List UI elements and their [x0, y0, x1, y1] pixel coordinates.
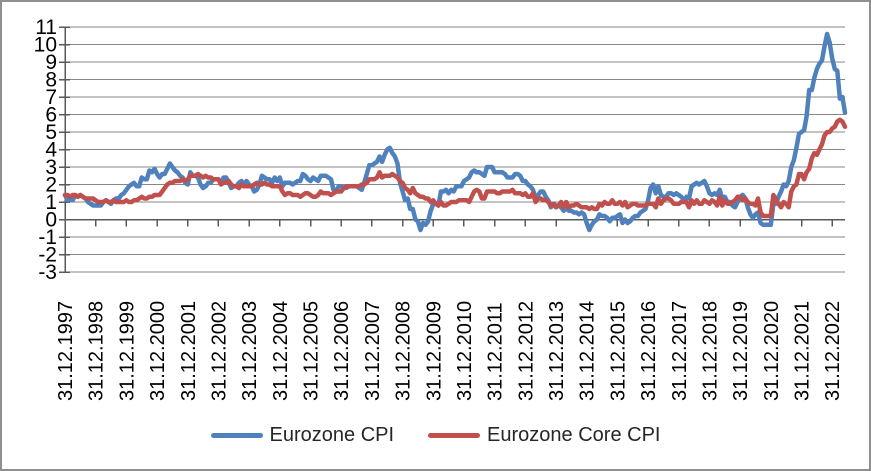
legend-item-eurozone-cpi: Eurozone CPI: [210, 423, 395, 447]
legend-label-eurozone-core-cpi: Eurozone Core CPI: [487, 423, 661, 446]
x-tick-label: 31.12.1997: [55, 301, 77, 401]
x-tick-label: 31.12.2022: [822, 301, 844, 401]
y-tick-label: 5: [45, 121, 57, 144]
x-tick-label: 31.12.2005: [301, 301, 323, 401]
x-tick-label: 31.12.2021: [792, 301, 814, 401]
y-tick-label: 2: [45, 174, 57, 197]
y-tick-label: 9: [45, 51, 57, 74]
x-tick-label: 31.12.2020: [761, 301, 783, 401]
legend-label-eurozone-cpi: Eurozone CPI: [269, 423, 395, 446]
x-tick-label: 31.12.2012: [515, 301, 537, 401]
x-tick-label: 31.12.2009: [423, 301, 445, 401]
legend-line-sample-blue: [210, 432, 263, 438]
y-tick-label: 8: [45, 69, 57, 92]
x-tick-label: 31.12.2003: [239, 301, 261, 401]
chart-legend: Eurozone CPI Eurozone Core CPI: [2, 422, 869, 448]
x-tick-label: 31.12.2015: [607, 301, 629, 401]
x-tick-label: 31.12.2006: [331, 301, 353, 401]
series-line-eurozone-core-cpi: [62, 117, 848, 219]
x-tick-label: 31.12.2016: [638, 301, 660, 401]
y-tick-label: 7: [45, 86, 57, 109]
y-tick-label: 4: [45, 139, 57, 162]
y-tick-label: -3: [38, 261, 57, 284]
x-tick-label: 31.12.2004: [270, 301, 292, 401]
y-tick-label: 10: [34, 34, 57, 57]
x-tick-label: 31.12.2018: [699, 301, 721, 401]
x-tick-label: 31.12.2017: [669, 301, 691, 401]
x-tick-label: 31.12.2014: [577, 301, 599, 401]
y-tick-label: -1: [38, 226, 57, 249]
x-tick-label: 31.12.2011: [485, 302, 507, 401]
x-tick-label: 31.12.2002: [208, 301, 230, 401]
y-tick-label: 11: [35, 16, 57, 39]
y-tick-label: 3: [45, 156, 57, 179]
y-tick-label: 1: [45, 191, 57, 214]
x-tick-label: 31.12.1998: [86, 301, 108, 401]
legend-item-eurozone-core-cpi: Eurozone Core CPI: [428, 424, 660, 447]
x-tick-label: 31.12.2007: [362, 301, 384, 401]
y-tick-label: -2: [38, 244, 57, 267]
x-tick-label: 31.12.1999: [116, 301, 138, 401]
y-tick-label: 0: [45, 209, 57, 232]
x-tick-label: 31.12.2000: [147, 301, 169, 401]
x-tick-label: 31.12.2013: [546, 301, 568, 401]
y-tick-label: 6: [45, 104, 57, 127]
x-tick-label: 31.12.2001: [178, 301, 200, 401]
legend-line-sample-red: [428, 432, 481, 438]
x-tick-label: 31.12.2019: [730, 301, 752, 401]
x-tick-label: 31.12.2010: [454, 301, 476, 401]
x-tick-label: 31.12.2008: [393, 301, 415, 401]
